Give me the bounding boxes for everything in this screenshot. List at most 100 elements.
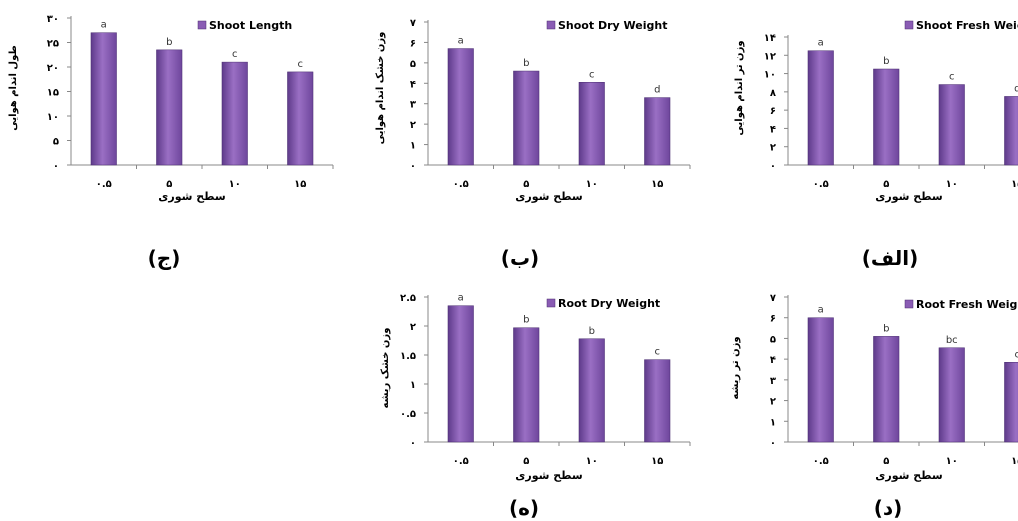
y-tick-label: ۱ bbox=[410, 141, 416, 152]
x-tick-label: ۱۰ bbox=[946, 179, 958, 190]
bar bbox=[807, 317, 834, 443]
panel-label: (ه) bbox=[509, 496, 539, 520]
bar bbox=[513, 70, 540, 166]
x-tick-label: ۰.۵ bbox=[813, 179, 829, 190]
x-tick-label: ۱۵ bbox=[1011, 456, 1018, 467]
y-tick-label: ۱۰ bbox=[764, 70, 776, 81]
bar bbox=[447, 305, 474, 443]
y-tick-label: ۱۲ bbox=[764, 51, 776, 62]
data-label: b bbox=[883, 56, 889, 67]
x-axis-title: سطح شوری bbox=[515, 190, 582, 203]
x-tick-label: ۰.۵ bbox=[453, 179, 469, 190]
bar bbox=[156, 49, 183, 166]
data-label: c bbox=[949, 72, 955, 83]
x-tick-label: ۵ bbox=[166, 179, 172, 190]
x-tick-label: ۱۰ bbox=[586, 179, 598, 190]
y-axis-title: وزن تر اندام هوایی bbox=[734, 40, 745, 135]
y-tick-label: ۴ bbox=[770, 355, 776, 366]
y-tick-label: ۱۰ bbox=[47, 112, 59, 123]
y-tick-label: ۲۵ bbox=[47, 39, 59, 50]
y-tick-label: ۲ bbox=[410, 120, 416, 131]
bar bbox=[1004, 96, 1018, 166]
data-label: d bbox=[654, 85, 660, 96]
x-axis-title: سطح شوری bbox=[875, 469, 942, 482]
legend-label: Shoot Dry Weight bbox=[558, 19, 667, 32]
x-tick-label: ۰.۵ bbox=[453, 456, 469, 467]
y-tick-label: ۵ bbox=[410, 59, 416, 70]
data-label: c bbox=[589, 69, 595, 80]
y-tick-label: ۵ bbox=[53, 137, 59, 148]
y-tick-label: ۶ bbox=[770, 106, 776, 117]
panel-label: (الف) bbox=[862, 246, 918, 270]
y-tick-label: ۲ bbox=[410, 322, 416, 333]
data-label: b bbox=[523, 58, 529, 69]
data-label: b bbox=[589, 326, 595, 337]
y-tick-label: ۸ bbox=[770, 88, 776, 99]
y-axis-title: وزن تر ریشه bbox=[730, 336, 741, 399]
legend-swatch bbox=[546, 298, 556, 308]
y-tick-label: ۰ bbox=[53, 161, 59, 172]
data-label: bc bbox=[946, 335, 958, 346]
y-tick-label: ۱۴ bbox=[764, 33, 776, 44]
data-label: b bbox=[523, 315, 529, 326]
data-label: b bbox=[883, 323, 889, 334]
data-label: a bbox=[458, 36, 464, 47]
y-axis-title: وزن خشک اندام هوایی bbox=[375, 32, 386, 145]
data-label: a bbox=[818, 38, 824, 49]
y-tick-label: ۳ bbox=[410, 100, 416, 111]
bar bbox=[287, 71, 314, 166]
bar bbox=[513, 327, 540, 443]
x-axis-title: سطح شوری bbox=[875, 190, 942, 203]
data-label: c bbox=[232, 49, 238, 60]
y-tick-label: ۳۰ bbox=[47, 14, 59, 25]
bar bbox=[1004, 362, 1018, 443]
x-tick-label: ۵ bbox=[523, 179, 529, 190]
data-label: a bbox=[101, 20, 107, 31]
x-axis-title: سطح شوری bbox=[158, 190, 225, 203]
y-tick-label: ۵ bbox=[770, 334, 776, 345]
data-label: c bbox=[1015, 349, 1018, 360]
x-tick-label: ۵ bbox=[883, 179, 889, 190]
y-tick-label: ۰.۵ bbox=[400, 409, 416, 420]
y-tick-label: ۰ bbox=[410, 161, 416, 172]
data-label: a bbox=[458, 293, 464, 304]
y-axis-title: طول اندام هوایی bbox=[8, 45, 19, 131]
bar bbox=[90, 32, 117, 166]
y-tick-label: ۴ bbox=[770, 124, 776, 135]
y-tick-label: ۲۰ bbox=[47, 63, 59, 74]
x-tick-label: ۵ bbox=[523, 456, 529, 467]
legend-swatch bbox=[904, 299, 914, 309]
y-tick-label: ۴ bbox=[410, 79, 416, 90]
bar bbox=[873, 336, 900, 443]
x-tick-label: ۱۰ bbox=[586, 456, 598, 467]
y-tick-label: ۷ bbox=[410, 18, 416, 29]
x-tick-label: ۱۵ bbox=[1011, 179, 1018, 190]
y-tick-label: ۰ bbox=[770, 161, 776, 172]
bar bbox=[873, 68, 900, 166]
panel-label: (ج) bbox=[148, 246, 181, 270]
x-axis-title: سطح شوری bbox=[515, 469, 582, 482]
bar bbox=[578, 82, 605, 166]
y-tick-label: ۱ bbox=[770, 417, 776, 428]
y-tick-label: ۶ bbox=[410, 38, 416, 49]
legend-label: Shoot Length bbox=[209, 19, 292, 32]
y-tick-label: ۲.۵ bbox=[400, 293, 416, 304]
bar bbox=[644, 97, 671, 166]
bar bbox=[578, 338, 605, 443]
bar bbox=[938, 347, 965, 443]
bar bbox=[644, 359, 671, 443]
legend-label: Root Dry Weight bbox=[558, 297, 660, 310]
y-tick-label: ۱۵ bbox=[47, 88, 59, 99]
y-axis-title: وزن خشک ریشه bbox=[380, 328, 391, 409]
y-tick-label: ۲ bbox=[770, 397, 776, 408]
legend-swatch bbox=[904, 20, 914, 30]
data-label: c bbox=[655, 347, 661, 358]
legend-swatch bbox=[197, 20, 207, 30]
x-tick-label: ۰.۵ bbox=[96, 179, 112, 190]
x-tick-label: ۱۵ bbox=[651, 179, 663, 190]
y-tick-label: ۲ bbox=[770, 143, 776, 154]
x-tick-label: ۰.۵ bbox=[813, 456, 829, 467]
bar bbox=[221, 61, 248, 166]
data-label: d bbox=[1014, 83, 1018, 94]
